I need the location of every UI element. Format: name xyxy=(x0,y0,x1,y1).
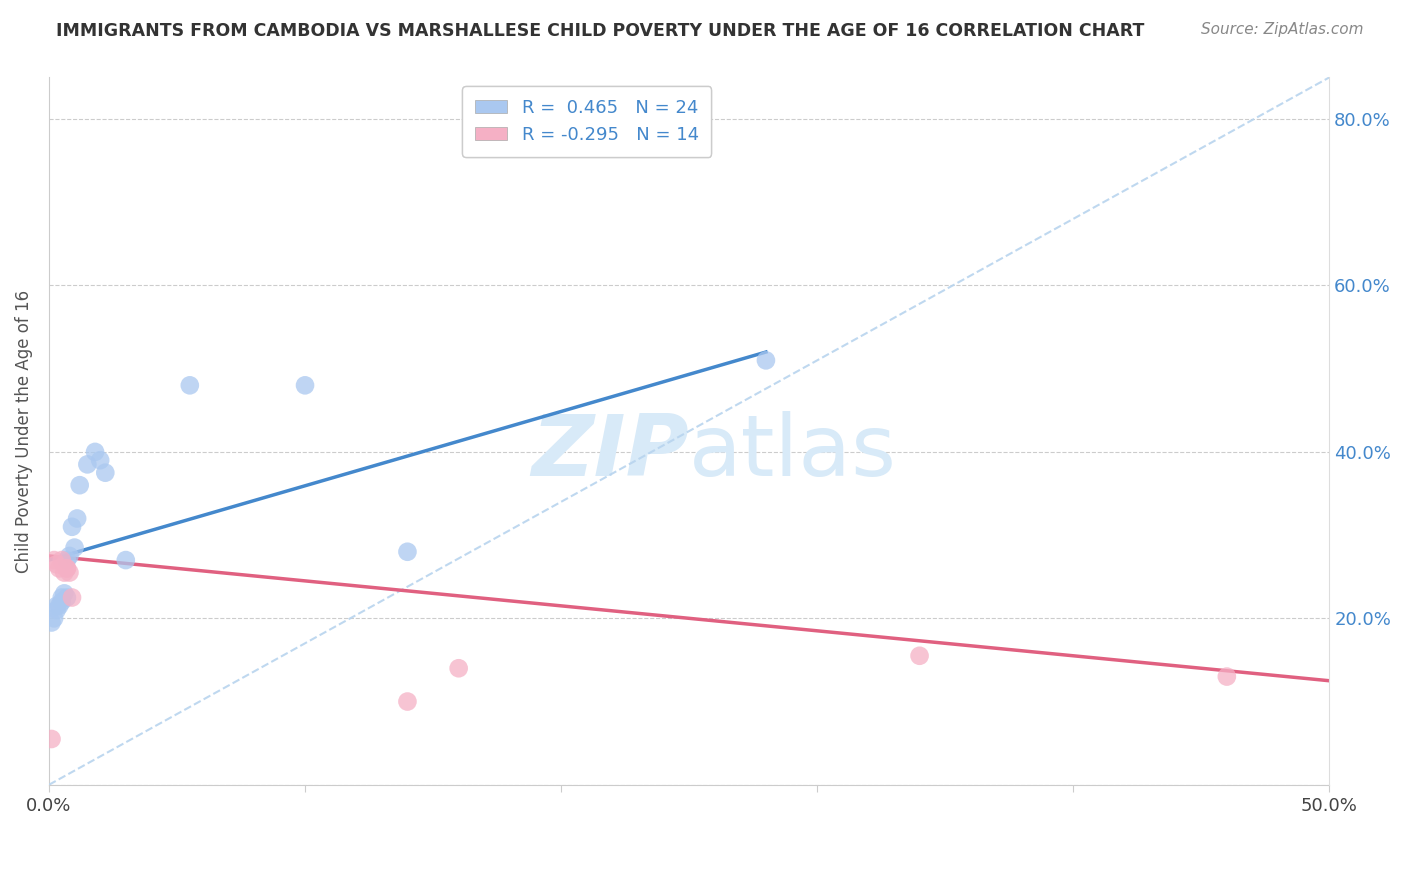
Point xyxy=(53,586,76,600)
Point xyxy=(51,591,73,605)
Point xyxy=(45,558,67,572)
Point xyxy=(76,458,98,472)
Point xyxy=(66,511,89,525)
Point xyxy=(56,561,79,575)
Point xyxy=(179,378,201,392)
Point xyxy=(60,591,83,605)
Point xyxy=(1216,669,1239,683)
Point xyxy=(56,591,79,605)
Point xyxy=(42,553,65,567)
Point xyxy=(89,453,111,467)
Point xyxy=(56,561,79,575)
Point xyxy=(51,553,73,567)
Point xyxy=(53,566,76,580)
Text: IMMIGRANTS FROM CAMBODIA VS MARSHALLESE CHILD POVERTY UNDER THE AGE OF 16 CORREL: IMMIGRANTS FROM CAMBODIA VS MARSHALLESE … xyxy=(56,22,1144,40)
Point xyxy=(56,553,79,567)
Point xyxy=(294,378,316,392)
Point xyxy=(48,599,70,613)
Point xyxy=(396,694,419,708)
Point xyxy=(60,520,83,534)
Point xyxy=(58,549,80,563)
Point xyxy=(45,603,67,617)
Point xyxy=(84,445,107,459)
Point xyxy=(41,615,63,630)
Point xyxy=(69,478,91,492)
Point xyxy=(908,648,931,663)
Y-axis label: Child Poverty Under the Age of 16: Child Poverty Under the Age of 16 xyxy=(15,290,32,573)
Point xyxy=(42,611,65,625)
Point xyxy=(94,466,117,480)
Point xyxy=(63,541,86,555)
Point xyxy=(58,566,80,580)
Point xyxy=(51,595,73,609)
Point xyxy=(114,553,136,567)
Point xyxy=(45,599,67,613)
Text: Source: ZipAtlas.com: Source: ZipAtlas.com xyxy=(1201,22,1364,37)
Point xyxy=(41,731,63,746)
Legend: R =  0.465   N = 24, R = -0.295   N = 14: R = 0.465 N = 24, R = -0.295 N = 14 xyxy=(463,87,711,157)
Text: atlas: atlas xyxy=(689,411,897,494)
Point xyxy=(755,353,778,368)
Point xyxy=(48,561,70,575)
Point xyxy=(447,661,470,675)
Point xyxy=(396,545,419,559)
Text: ZIP: ZIP xyxy=(531,411,689,494)
